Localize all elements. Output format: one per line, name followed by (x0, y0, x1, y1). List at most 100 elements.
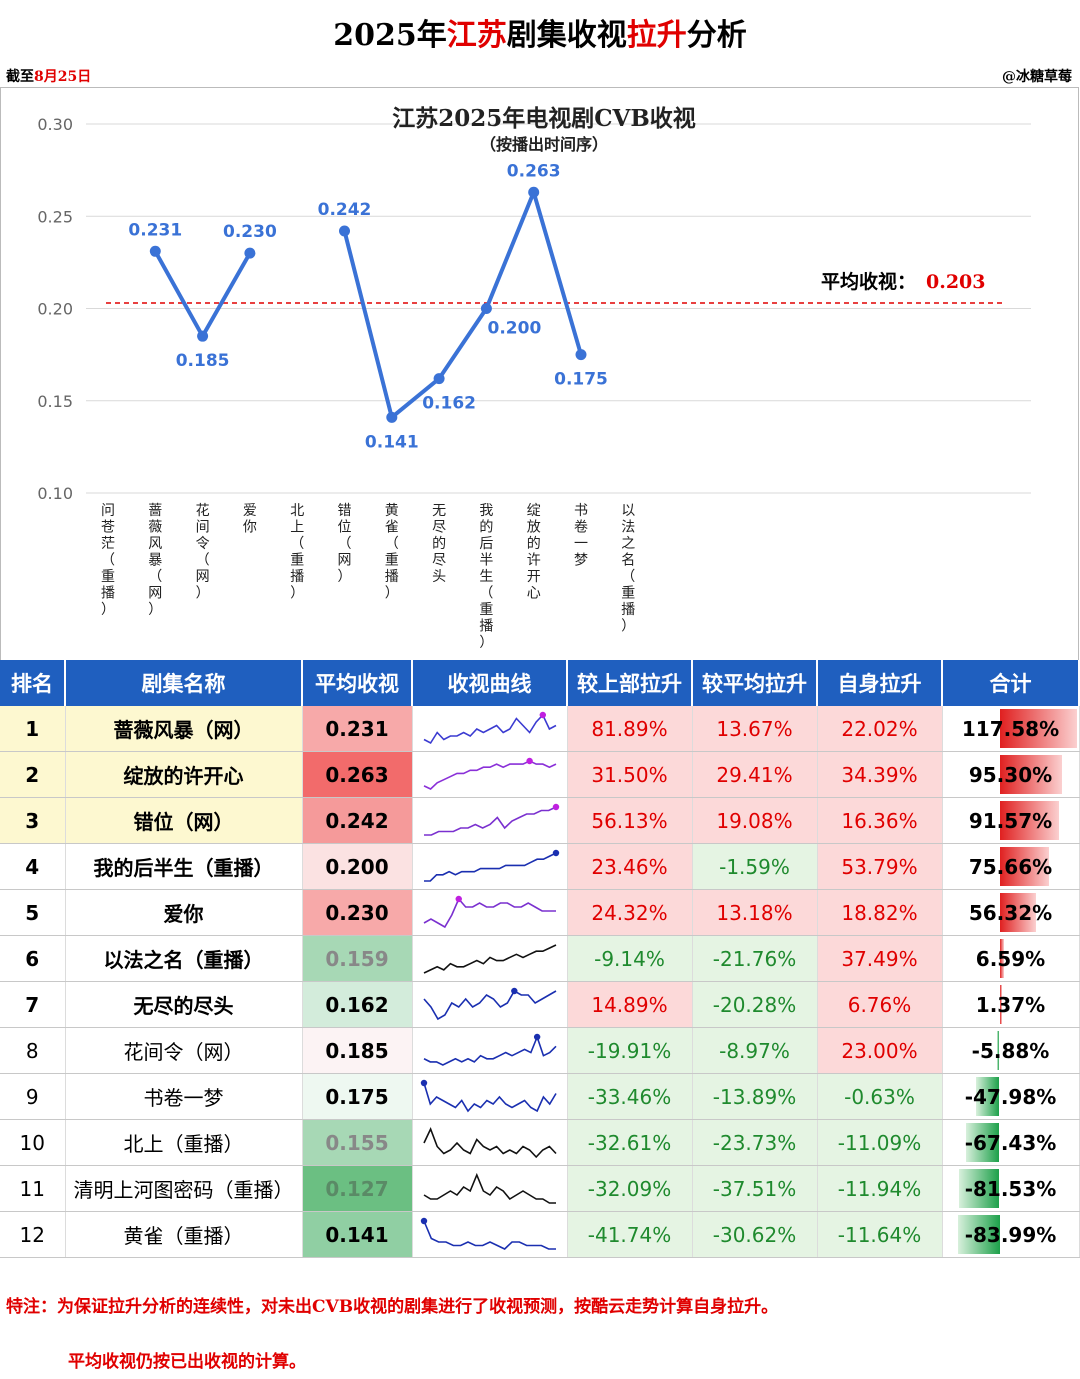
table-row: 11 清明上河图密码（重播） 0.127 -32.09% -37.51% -11.94% -… (0, 1165, 1080, 1212)
ratings-table: 排名 剧集名称 平均收视 收视曲线 较上部拉升 较平均拉升 自身拉升 合计 1 蔷薇风暴（网） 0… (0, 660, 1080, 1258)
rank-cell: 11 (0, 1165, 66, 1212)
rank-cell: 8 (0, 1027, 66, 1074)
sparkline-path (422, 1082, 557, 1112)
show-name-cell: 我的后半生（重播） (65, 843, 303, 890)
show-name-cell: 绽放的许开心 (65, 751, 303, 798)
data-label: 0.263 (507, 161, 561, 181)
x-category-char: 薇 (148, 520, 162, 536)
sparkline-path (423, 759, 556, 790)
show-name-cell: 北上（重播） (65, 1119, 303, 1166)
x-category-char: 播 (290, 569, 304, 585)
x-category-char: 重 (479, 602, 493, 618)
sparkline-cell (412, 935, 568, 982)
x-category-char: 重 (385, 553, 399, 569)
total-cell: -81.53% (942, 1165, 1080, 1212)
sparkline (423, 803, 559, 836)
total-bar (999, 893, 1037, 932)
x-category-char: （ (338, 536, 352, 552)
x-category-char: 播 (385, 569, 399, 585)
table-row: 5 爱你 0.230 24.32% 13.18% 18.82% 56.32% (0, 889, 1080, 936)
total-value: 91.57% (968, 808, 1053, 833)
table-row: 8 花间令（网） 0.185 -19.91% -8.97% 23.00% -5.88% (0, 1027, 1080, 1074)
sparkline (423, 1033, 557, 1066)
data-point (480, 303, 492, 314)
sparkline-marker (525, 757, 533, 764)
pct-self-cell: -11.09% (817, 1119, 943, 1166)
x-category-char: 间 (196, 520, 210, 536)
total-value: 6.59% (975, 946, 1046, 971)
pct-vsavg-cell: 29.41% (692, 751, 818, 798)
data-label: 0.185 (176, 351, 230, 371)
x-category-char: 之 (621, 536, 635, 552)
data-label: 0.230 (223, 222, 277, 242)
x-category-char: 尽 (432, 553, 446, 569)
sparkline-marker (420, 1217, 427, 1224)
column-header: 合计 (942, 660, 1080, 706)
total-bar (999, 755, 1062, 794)
rank-cell: 3 (0, 797, 66, 844)
x-category-char: 蔷 (148, 503, 162, 519)
total-cell: -5.88% (942, 1027, 1080, 1074)
total-bar (957, 1215, 1000, 1254)
data-point (149, 245, 161, 257)
pct-prev-cell: 23.46% (567, 843, 693, 890)
show-name-cell: 蔷薇风暴（网） (65, 706, 303, 752)
sparkline-path (423, 1172, 556, 1204)
series-line (342, 190, 583, 420)
total-bar (999, 847, 1050, 886)
data-label: 0.175 (554, 370, 608, 390)
chart-subtitle: （按播出时间序） (480, 135, 608, 154)
show-name-cell: 爱你 (65, 889, 303, 936)
x-category-char: 开 (527, 569, 541, 585)
pct-prev-cell: -41.74% (567, 1211, 693, 1258)
x-category-char: 播 (101, 586, 115, 602)
sparkline (423, 711, 556, 744)
pct-self-cell: 37.49% (817, 935, 943, 982)
avg-rating-cell: 0.230 (302, 889, 413, 936)
column-header: 较平均拉升 (692, 660, 818, 706)
column-header: 较上部拉升 (567, 660, 693, 706)
sparkline (422, 987, 556, 1020)
line-chart: 0.30 0.25 0.20 0.15 0.10 江苏2025年电视剧CVB收视 （按播出时… (0, 87, 1079, 661)
x-category-char: 头 (432, 569, 446, 585)
table-row: 3 错位（网） 0.242 56.13% 19.08% 16.36% 91.57% (0, 797, 1080, 844)
x-category-char: 暴 (148, 553, 162, 569)
pct-self-cell: 23.00% (817, 1027, 943, 1074)
sparkline-cell (412, 1165, 568, 1212)
total-bar (999, 801, 1060, 840)
sparkline-marker (552, 849, 559, 856)
x-category-char: 后 (479, 536, 493, 552)
total-cell: 1.37% (942, 981, 1080, 1028)
x-category-char: 尽 (432, 520, 446, 536)
show-name-cell: 黄雀（重播） (65, 1211, 303, 1258)
x-category-char: ） (148, 602, 162, 618)
data-label: 0.162 (422, 394, 476, 414)
total-value: -83.99% (964, 1222, 1057, 1247)
total-cell: 91.57% (942, 797, 1080, 844)
sparkline (423, 1172, 556, 1204)
sparkline-marker (552, 803, 559, 810)
table-header: 排名 剧集名称 平均收视 收视曲线 较上部拉升 较平均拉升 自身拉升 合计 (0, 660, 1080, 706)
table-row: 2 绽放的许开心 0.263 31.50% 29.41% 34.39% 95.30% (0, 751, 1080, 798)
sparkline-path (422, 1220, 556, 1250)
x-category-char: 错 (338, 503, 352, 519)
sparkline-marker (533, 1033, 540, 1040)
total-value: -81.53% (964, 1176, 1057, 1201)
x-category-char: （ (196, 553, 210, 569)
y-tick-label: 0.10 (37, 484, 73, 503)
x-category-char: 网 (196, 569, 210, 585)
x-category-char: 风 (148, 536, 162, 552)
sparkline-marker (539, 711, 546, 718)
pct-prev-cell: -33.46% (567, 1073, 693, 1120)
total-value: 117.58% (961, 716, 1060, 741)
sparkline-marker (510, 987, 518, 994)
column-header: 自身拉升 (817, 660, 943, 706)
chart-title: 江苏2025年电视剧CVB收视 (392, 105, 696, 132)
x-category-char: 无 (432, 503, 446, 519)
sparkline-path (423, 713, 556, 744)
average-value: 0.203 (926, 271, 986, 293)
total-value: 75.66% (968, 854, 1053, 879)
rank-cell: 6 (0, 935, 66, 982)
sparkline (420, 1217, 556, 1250)
sparkline-cell (412, 1027, 568, 1074)
